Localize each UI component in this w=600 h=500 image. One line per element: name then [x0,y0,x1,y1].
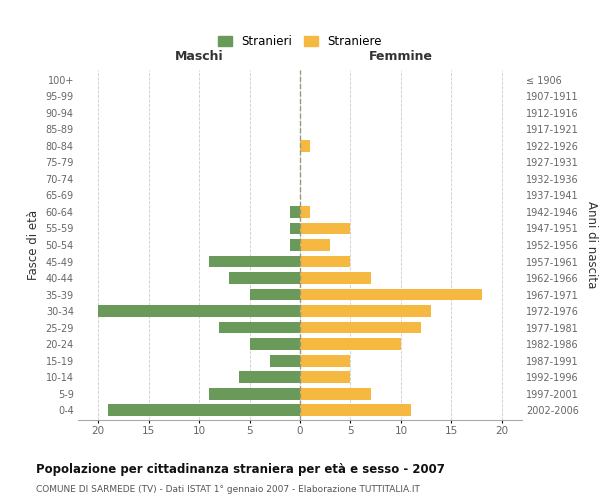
Bar [229,272,300,284]
Bar [300,305,431,317]
Bar [300,322,421,334]
Bar [209,256,300,268]
Bar [300,256,350,268]
Y-axis label: Fasce di età: Fasce di età [27,210,40,280]
Bar [219,322,300,334]
Text: Popolazione per cittadinanza straniera per età e sesso - 2007: Popolazione per cittadinanza straniera p… [36,462,445,475]
Bar [290,222,300,234]
Text: COMUNE DI SARMEDE (TV) - Dati ISTAT 1° gennaio 2007 - Elaborazione TUTTITALIA.IT: COMUNE DI SARMEDE (TV) - Dati ISTAT 1° g… [36,485,420,494]
Bar [270,354,300,366]
Bar [300,206,310,218]
Bar [300,388,371,400]
Bar [300,239,330,251]
Bar [290,239,300,251]
Text: Maschi: Maschi [175,50,223,62]
Bar [300,222,350,234]
Bar [250,338,300,350]
Bar [250,288,300,300]
Bar [98,305,300,317]
Text: Femmine: Femmine [369,50,433,62]
Bar [300,338,401,350]
Bar [300,288,482,300]
Y-axis label: Anni di nascita: Anni di nascita [586,202,598,288]
Bar [300,404,411,416]
Bar [209,388,300,400]
Legend: Stranieri, Straniere: Stranieri, Straniere [213,30,387,53]
Bar [300,272,371,284]
Bar [108,404,300,416]
Bar [300,371,350,383]
Bar [300,140,310,152]
Bar [300,354,350,366]
Bar [290,206,300,218]
Bar [239,371,300,383]
